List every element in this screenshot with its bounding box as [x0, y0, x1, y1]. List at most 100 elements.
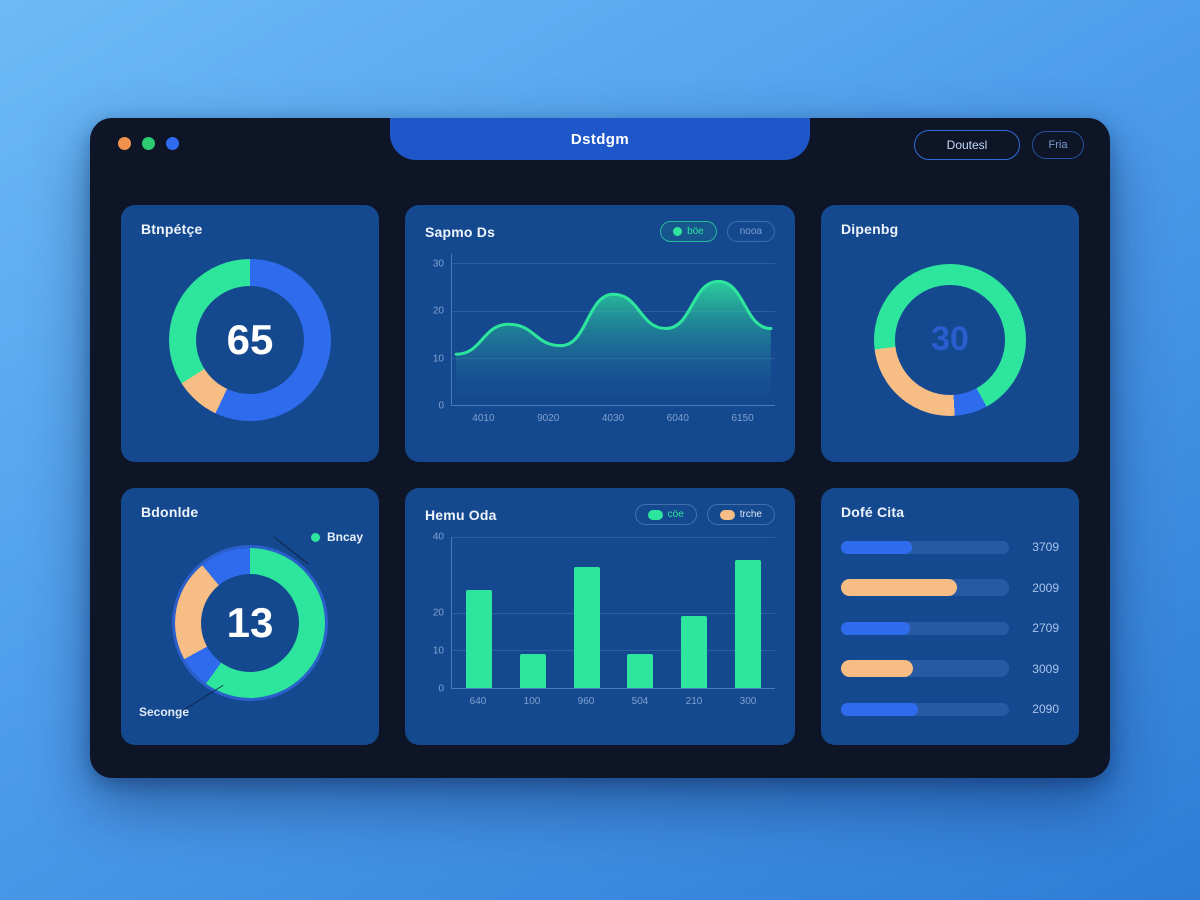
card-title: Dipenbg [841, 221, 899, 237]
header-primary-button[interactable]: Doutesl [914, 130, 1020, 160]
traffic-light-maximize-icon[interactable] [166, 137, 179, 150]
donut-chart: 65 [169, 258, 331, 421]
legend-label: cöe [667, 509, 684, 520]
legend-label: trche [739, 509, 762, 520]
green-dot-icon [673, 227, 683, 236]
traffic-lights [118, 137, 179, 150]
x-tick-label: 100 [523, 696, 541, 707]
legend-series-1[interactable]: cöe [634, 504, 697, 525]
card-donut-bottom-left: Bdonlde Bncay 13 Seconge [121, 488, 379, 745]
gridline [452, 263, 775, 265]
card-bar-chart: Hemu Oda cöe trche 40 20 10 0 [405, 488, 795, 745]
bar-y-axis: 40 20 10 0 [425, 532, 451, 695]
donut-area: 30 [841, 237, 1059, 442]
card-donut-top-right: Dipenbg 30 [821, 205, 1079, 462]
window-title: Dstdgm [570, 130, 630, 148]
donut-area: 13 [141, 520, 359, 725]
gridline [452, 612, 775, 614]
card-title: Sapmo Ds [425, 223, 496, 240]
area-y-axis: 30 20 10 0 [425, 254, 451, 412]
y-tick-label: 0 [438, 400, 444, 412]
y-tick-label: 20 [432, 607, 444, 619]
card-title: Btnpétçe [141, 221, 203, 237]
hbar-row: 2009 [841, 579, 1059, 596]
hbar-track [841, 702, 1009, 716]
gridline [452, 650, 775, 652]
card-area-chart: Sapmo Ds böe nooa 30 20 10 0 [405, 205, 795, 462]
card-hbar-list: Dofé Cita 3709 2009 2709 3009 2090 [821, 488, 1079, 745]
hbar-fill [841, 579, 957, 596]
bar [627, 654, 654, 688]
x-tick-label: 210 [685, 696, 703, 707]
toggle-label: böe [687, 226, 704, 237]
y-tick-label: 30 [432, 258, 444, 269]
donut-legend: Bncay [310, 530, 363, 544]
hbar-value: 2709 [1032, 621, 1059, 635]
hbar-row: 3009 [841, 660, 1059, 677]
hbar-value: 3009 [1032, 661, 1059, 676]
orange-dot-icon [719, 509, 735, 520]
area-x-axis: 4010 9020 4030 6040 6150 [451, 413, 775, 424]
traffic-light-minimize-icon[interactable] [142, 137, 155, 150]
toggle-inactive[interactable]: nooa [726, 221, 775, 242]
area-plot [451, 254, 775, 406]
hbar-track [841, 621, 1009, 635]
y-tick-label: 0 [438, 683, 444, 695]
y-tick-label: 40 [432, 531, 444, 543]
card-title: Dofé Cita [841, 504, 905, 520]
header-buttons: Doutesl Fria [914, 130, 1084, 160]
donut-chart: 13 [175, 547, 325, 698]
bar [573, 567, 600, 688]
hbar-value: 2090 [1032, 702, 1059, 716]
hbar-fill [841, 702, 919, 716]
bar [519, 654, 546, 688]
y-tick-label: 10 [432, 645, 444, 657]
hbar-track [841, 540, 1009, 554]
donut-callout-label: Seconge [139, 705, 190, 719]
donut-chart: 30 [874, 263, 1026, 416]
bar-series [452, 537, 775, 688]
traffic-light-close-icon[interactable] [118, 137, 131, 150]
hbar-rows: 3709 2009 2709 3009 2090 [841, 540, 1059, 716]
legend-label: Bncay [326, 530, 363, 544]
gridline [452, 537, 775, 538]
header-secondary-button[interactable]: Fria [1032, 131, 1084, 159]
bar [465, 589, 492, 688]
x-tick-label: 6150 [731, 413, 754, 424]
donut-area: 65 [141, 237, 359, 442]
green-dot-icon [647, 509, 663, 520]
dashboard-grid: Btnpétçe 65 Sapmo Ds böe nooa [121, 205, 1079, 745]
area-toggle-group: böe nooa [660, 221, 775, 242]
area-chart-svg [454, 279, 773, 398]
toggle-active[interactable]: böe [660, 221, 717, 242]
y-tick-label: 10 [432, 353, 444, 364]
donut-center-value: 30 [895, 284, 1005, 395]
hbar-fill [841, 621, 910, 635]
bar-plot [451, 537, 775, 689]
hbar-track [841, 660, 1009, 677]
bar [735, 559, 762, 688]
x-tick-label: 4030 [601, 413, 625, 424]
bar [681, 616, 708, 688]
toggle-label: nooa [739, 226, 762, 237]
x-tick-label: 4010 [472, 413, 495, 424]
x-tick-label: 640 [469, 696, 487, 707]
x-tick-label: 960 [577, 696, 595, 707]
legend-series-2[interactable]: trche [706, 504, 775, 525]
y-tick-label: 20 [432, 305, 444, 317]
card-title: Bdonlde [141, 504, 199, 520]
donut-center-value: 65 [196, 285, 304, 394]
donut-center-value: 13 [201, 573, 299, 672]
hbar-value: 3709 [1032, 540, 1059, 554]
title-bar-shape: Dstdgm [390, 118, 810, 160]
x-tick-label: 300 [739, 696, 757, 707]
hbar-row: 2090 [841, 702, 1059, 716]
x-tick-label: 504 [631, 696, 649, 707]
green-dot-icon [310, 532, 320, 542]
x-tick-label: 6040 [666, 413, 689, 424]
hbar-fill [841, 540, 912, 554]
card-donut-top-left: Btnpétçe 65 [121, 205, 379, 462]
bar-x-axis: 640 100 960 504 210 300 [451, 696, 775, 707]
hbar-row: 3709 [841, 540, 1059, 554]
hbar-track [841, 579, 1009, 596]
